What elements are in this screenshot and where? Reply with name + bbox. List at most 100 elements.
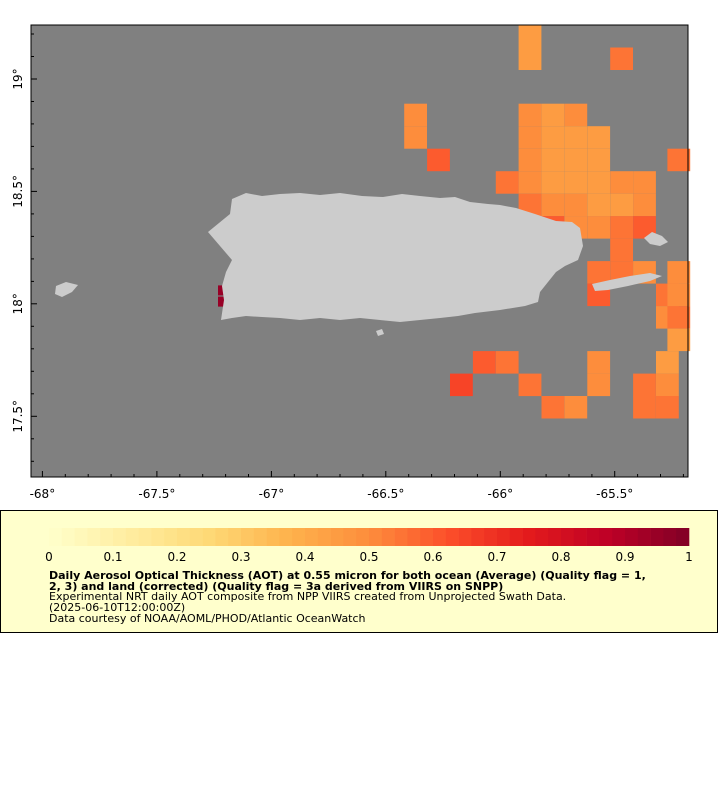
colorbar-tick-label: 0.1 — [103, 550, 122, 564]
colorbar-tick-label: 0.6 — [423, 550, 442, 564]
colorbar-bins — [49, 528, 690, 546]
colorbar-bin — [215, 528, 229, 546]
vieques-island — [592, 273, 662, 291]
aot-cell — [587, 216, 611, 239]
aot-cell — [541, 396, 565, 419]
aot-map: 19° 18.5° 18° 17.5° -68° -67.5° -67° -66.5° -66… — [11, 24, 691, 500]
caja-de-muertos-island — [376, 329, 384, 336]
colorbar-bin — [509, 528, 523, 546]
latitude-labels: 19° 18.5° 18° 17.5° — [11, 68, 25, 432]
colorbar-bin — [113, 528, 127, 546]
colorbar-bin — [612, 528, 626, 546]
aot-cell — [633, 216, 656, 239]
aot-cell — [656, 373, 679, 397]
aot-cells-layer — [218, 25, 691, 419]
colorbar-bin — [548, 528, 562, 546]
longitude-label: -66° — [487, 487, 513, 500]
colorbar-bin — [292, 528, 306, 546]
colorbar-bin — [253, 528, 267, 546]
latitude-label: 17.5° — [11, 400, 25, 433]
colorbar-bin — [228, 528, 242, 546]
aot-cell — [610, 171, 633, 194]
longitude-label: -67.5° — [138, 487, 175, 500]
puerto-rico-main-island — [208, 193, 583, 322]
aot-cell — [610, 238, 633, 262]
aot-cell — [427, 148, 450, 172]
legend-title-line-1: Daily Aerosol Optical Thickness (AOT) at… — [49, 569, 646, 582]
land-layer — [55, 193, 668, 336]
colorbar-bin — [407, 528, 421, 546]
colorbar-tick-label: 0.5 — [359, 550, 378, 564]
longitude-label: -65.5° — [596, 487, 633, 500]
colorbar-bin — [535, 528, 549, 546]
colorbar-bin — [266, 528, 280, 546]
colorbar-bin — [74, 528, 88, 546]
colorbar-bin — [164, 528, 178, 546]
longitude-label: -68° — [30, 487, 56, 500]
colorbar-tick-label: 1 — [685, 550, 693, 564]
colorbar-bin — [586, 528, 600, 546]
colorbar-tick-label: 0.9 — [615, 550, 634, 564]
aot-cell — [564, 396, 588, 419]
colorbar-bin — [458, 528, 472, 546]
aot-cell — [667, 148, 691, 172]
colorbar-ticks: 0 0.1 0.2 0.3 0.4 0.5 0.6 0.7 0.8 0.9 1 — [45, 550, 693, 564]
colorbar-bin — [522, 528, 536, 546]
aot-cell — [541, 193, 565, 217]
colorbar-bin — [356, 528, 370, 546]
aot-cell — [218, 296, 224, 307]
minor-ticks — [31, 33, 684, 477]
aot-cell — [667, 283, 691, 307]
colorbar-bin — [484, 528, 498, 546]
aot-cell — [518, 193, 542, 217]
colorbar-bin — [61, 528, 75, 546]
aot-cell — [404, 103, 427, 127]
colorbar-tick-label: 0.3 — [231, 550, 250, 564]
latitude-label: 19° — [11, 68, 25, 89]
colorbar-bin — [189, 528, 203, 546]
colorbar-bin — [433, 528, 447, 546]
colorbar-bin — [676, 528, 690, 546]
aot-cell — [667, 261, 691, 284]
colorbar-bin — [561, 528, 575, 546]
colorbar-tick-label: 0.2 — [167, 550, 186, 564]
desecheo-island — [55, 282, 78, 297]
aot-cell — [633, 171, 656, 194]
legend-panel: 0 0.1 0.2 0.3 0.4 0.5 0.6 0.7 0.8 0.9 1 Daily Aero… — [0, 510, 718, 633]
colorbar-bin — [369, 528, 383, 546]
aot-cell — [587, 171, 611, 194]
aot-cell — [541, 171, 565, 194]
map-border — [30, 24, 689, 478]
colorbar: 0 0.1 0.2 0.3 0.4 0.5 0.6 0.7 0.8 0.9 1 — [45, 528, 693, 564]
aot-cell — [518, 171, 542, 194]
longitude-label: -67° — [259, 487, 285, 500]
aot-cell — [656, 351, 679, 374]
colorbar-bin — [330, 528, 344, 546]
aot-cell — [587, 261, 611, 284]
aot-cell — [495, 351, 519, 374]
longitude-label: -66.5° — [367, 487, 404, 500]
legend-date: (2025-06-10T12:00:00Z) — [49, 601, 186, 614]
aot-cell — [564, 148, 588, 172]
legend-description: Experimental NRT daily AOT composite fro… — [49, 590, 567, 603]
colorbar-bin — [241, 528, 255, 546]
colorbar-bin — [637, 528, 651, 546]
colorbar-bin — [381, 528, 395, 546]
colorbar-bin — [100, 528, 114, 546]
aot-cell — [541, 148, 565, 172]
aot-cell — [518, 126, 542, 149]
aot-cell — [587, 193, 611, 217]
colorbar-tick-label: 0 — [45, 550, 53, 564]
colorbar-bin — [87, 528, 101, 546]
colorbar-bin — [202, 528, 216, 546]
aot-cell — [518, 47, 542, 70]
aot-cell — [495, 171, 519, 194]
latitude-label: 18.5° — [11, 175, 25, 208]
aot-cell — [587, 373, 611, 397]
aot-cell — [587, 126, 611, 149]
colorbar-tick-label: 0.4 — [295, 550, 314, 564]
aot-cell — [564, 103, 588, 127]
aot-cell — [472, 351, 496, 374]
colorbar-bin — [625, 528, 639, 546]
aot-cell — [404, 126, 427, 149]
